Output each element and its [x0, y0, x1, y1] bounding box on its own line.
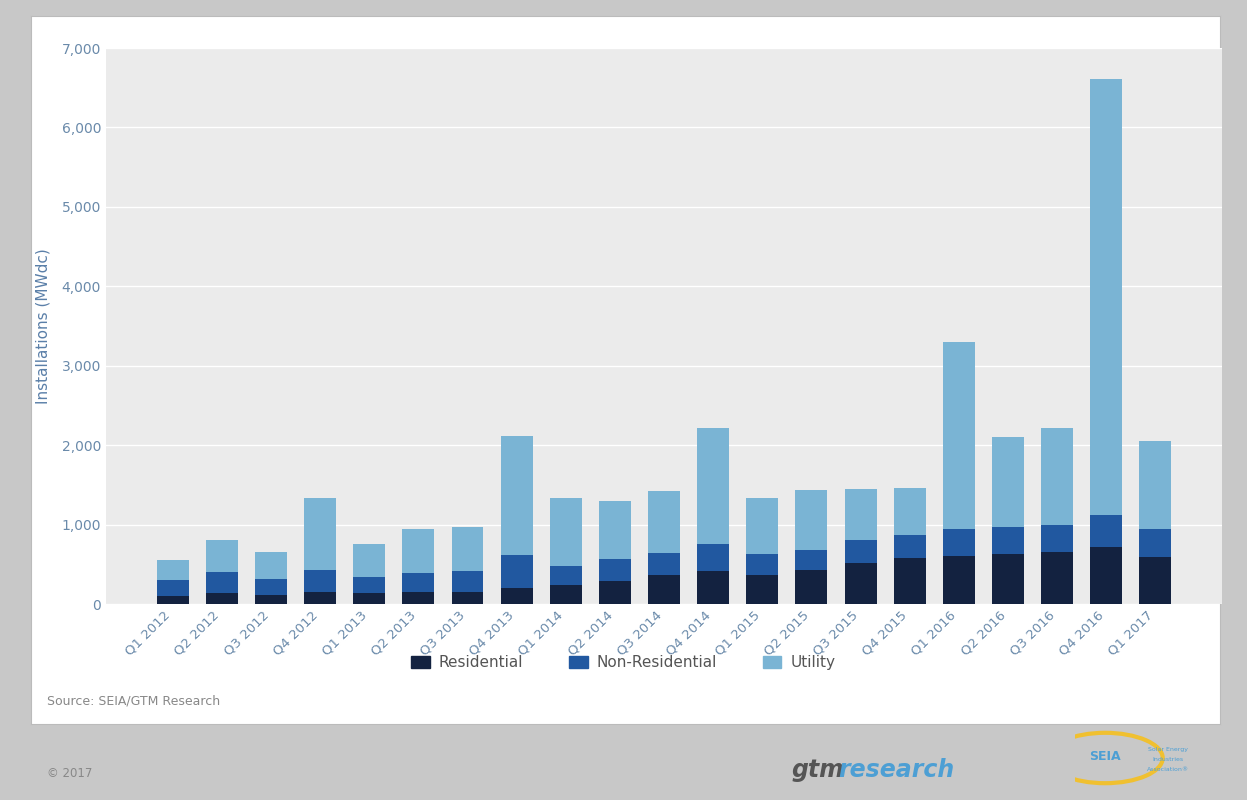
- Bar: [796, 570, 828, 604]
- Legend: Residential, Non-Residential, Utility: Residential, Non-Residential, Utility: [405, 649, 842, 676]
- Bar: [254, 595, 287, 604]
- Bar: [550, 586, 582, 604]
- Bar: [500, 437, 532, 554]
- Bar: [697, 429, 729, 544]
- Bar: [403, 573, 434, 593]
- Bar: [599, 501, 631, 558]
- Bar: [1041, 428, 1074, 526]
- Bar: [206, 572, 238, 594]
- Bar: [993, 554, 1024, 604]
- Bar: [451, 527, 484, 571]
- Bar: [796, 550, 828, 570]
- Bar: [796, 490, 828, 550]
- Bar: [844, 562, 877, 604]
- Text: Industries: Industries: [1152, 757, 1183, 762]
- Bar: [993, 526, 1024, 554]
- Bar: [1041, 526, 1074, 551]
- Bar: [206, 540, 238, 572]
- Bar: [157, 559, 188, 580]
- Bar: [746, 498, 778, 554]
- Bar: [403, 593, 434, 604]
- Bar: [254, 579, 287, 595]
- Bar: [943, 556, 975, 604]
- Bar: [993, 437, 1024, 526]
- Y-axis label: Installations (MWdc): Installations (MWdc): [35, 248, 51, 404]
- Bar: [648, 553, 680, 575]
- Text: © 2017: © 2017: [47, 767, 92, 780]
- Bar: [353, 594, 385, 604]
- Bar: [550, 566, 582, 586]
- Bar: [844, 540, 877, 562]
- Bar: [206, 594, 238, 604]
- Bar: [353, 545, 385, 578]
- Bar: [451, 571, 484, 592]
- Bar: [500, 554, 532, 588]
- Bar: [746, 554, 778, 574]
- Bar: [304, 592, 335, 604]
- Bar: [943, 342, 975, 529]
- Bar: [599, 581, 631, 604]
- Bar: [451, 592, 484, 604]
- Bar: [157, 597, 188, 604]
- Bar: [1140, 441, 1171, 530]
- Text: Source: SEIA/GTM Research: Source: SEIA/GTM Research: [47, 695, 221, 708]
- Bar: [550, 498, 582, 566]
- Text: SEIA: SEIA: [1090, 750, 1121, 763]
- Bar: [304, 498, 335, 570]
- Bar: [1140, 530, 1171, 557]
- Text: gtm: gtm: [792, 758, 844, 782]
- Bar: [943, 529, 975, 556]
- Bar: [353, 578, 385, 594]
- Bar: [500, 588, 532, 604]
- Bar: [844, 489, 877, 540]
- Text: Solar Energy: Solar Energy: [1148, 746, 1188, 751]
- Bar: [894, 489, 925, 535]
- Bar: [648, 575, 680, 604]
- Bar: [697, 570, 729, 604]
- Bar: [1090, 515, 1122, 547]
- Bar: [1090, 547, 1122, 604]
- Bar: [894, 535, 925, 558]
- Bar: [304, 570, 335, 592]
- Text: Association®: Association®: [1147, 767, 1190, 772]
- Bar: [1090, 79, 1122, 515]
- Bar: [648, 491, 680, 553]
- Bar: [254, 551, 287, 579]
- Bar: [599, 558, 631, 581]
- Text: research: research: [838, 758, 954, 782]
- Bar: [894, 558, 925, 604]
- Bar: [403, 530, 434, 573]
- Bar: [1140, 557, 1171, 604]
- Bar: [697, 544, 729, 570]
- Bar: [746, 574, 778, 604]
- Bar: [1041, 551, 1074, 604]
- Bar: [157, 580, 188, 597]
